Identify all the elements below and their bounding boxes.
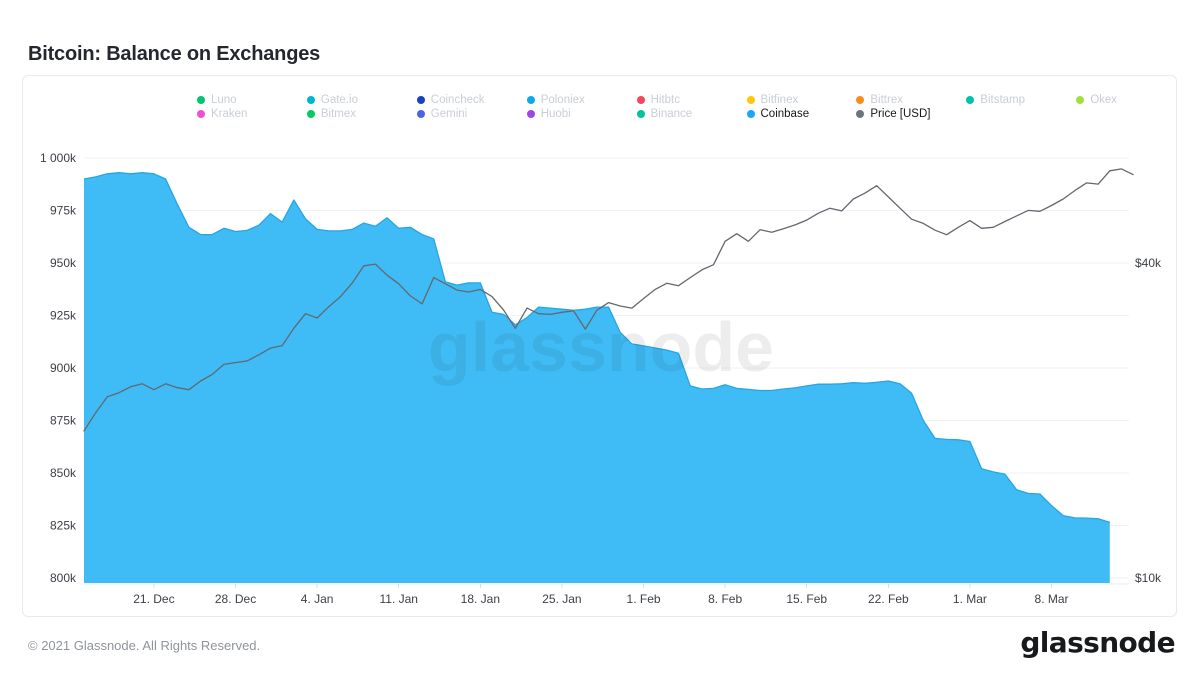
x-axis-label: 22. Feb: [868, 592, 909, 606]
legend-dot: [746, 96, 755, 104]
x-axis-label: 1. Mar: [953, 592, 987, 606]
legend-item-bitmex[interactable]: Bitmex: [306, 107, 357, 121]
y-axis-label-left: 800k: [50, 571, 77, 585]
legend-item-coinbase[interactable]: Coinbase: [746, 107, 810, 121]
legend-dot: [746, 110, 755, 118]
legend-item-coincheck[interactable]: Coincheck: [416, 93, 485, 107]
legend-label: Gemini: [430, 108, 468, 120]
legend-label: Luno: [211, 94, 237, 106]
y-axis-label-left: 925k: [50, 309, 77, 323]
y-axis-label-left: 825k: [50, 519, 77, 533]
legend-label: Okex: [1090, 94, 1118, 106]
legend-label: Coinbase: [760, 108, 810, 120]
chart-legend: Luno Gate.io Coincheck Poloniex Hitbtc Bitfin…: [23, 76, 1176, 124]
legend-item-bitfinex[interactable]: Bitfinex: [746, 93, 799, 107]
legend-item-price-usd[interactable]: Price [USD]: [856, 107, 930, 121]
legend-item-bittrex[interactable]: Bittrex: [856, 93, 903, 107]
coinbase-balance-area-edge: [83, 172, 1110, 524]
x-axis-label: 18. Jan: [461, 592, 500, 606]
x-axis-label: 21. Dec: [133, 592, 174, 606]
x-axis-label: 28. Dec: [215, 592, 256, 606]
y-axis-label-right: $40k: [1135, 256, 1162, 270]
legend-item-bitstamp[interactable]: Bitstamp: [966, 93, 1025, 107]
glassnode-logo: glassnode: [1020, 626, 1175, 659]
page-title: Bitcoin: Balance on Exchanges: [28, 43, 321, 66]
legend-label: Coincheck: [430, 94, 485, 106]
legend-dot: [856, 96, 865, 104]
legend-item-hitbtc[interactable]: Hitbtc: [636, 93, 680, 107]
legend-label: Bitmex: [320, 108, 357, 120]
legend-dot: [306, 110, 315, 118]
x-axis-label: 4. Jan: [301, 592, 334, 606]
legend-label: Bitfinex: [760, 94, 799, 106]
legend-dot: [636, 110, 645, 118]
x-axis-label: 25. Jan: [542, 592, 581, 606]
legend-label: Hitbtc: [650, 94, 680, 106]
legend-dot: [636, 96, 645, 104]
legend-label: Huobi: [540, 108, 571, 120]
y-axis-label-left: 900k: [50, 361, 77, 375]
legend-dot: [526, 96, 535, 104]
x-axis-label: 8. Mar: [1035, 592, 1069, 606]
x-axis-label: 15. Feb: [786, 592, 827, 606]
y-axis-label-left: 975k: [50, 204, 77, 218]
legend-label: Binance: [650, 108, 693, 120]
chart-card: Luno Gate.io Coincheck Poloniex Hitbtc Bitfin…: [22, 75, 1177, 617]
legend-label: Bitstamp: [980, 94, 1026, 106]
y-axis-label-left: 950k: [50, 256, 77, 270]
legend-label: Kraken: [211, 108, 248, 120]
legend-dot: [526, 110, 535, 118]
legend-item-poloniex[interactable]: Poloniex: [526, 93, 585, 107]
y-axis-label-right: $10k: [1135, 571, 1162, 585]
legend-label: Gate.io: [320, 94, 358, 106]
legend-item-binance[interactable]: Binance: [636, 107, 693, 121]
legend-item-gemini[interactable]: Gemini: [416, 107, 468, 121]
legend-dot: [416, 96, 425, 104]
legend-item-huobi[interactable]: Huobi: [526, 107, 571, 121]
x-axis-label: 11. Jan: [379, 592, 417, 606]
legend-dot: [416, 110, 425, 118]
footer-copyright: © 2021 Glassnode. All Rights Reserved.: [28, 638, 261, 653]
legend-label: Price [USD]: [870, 108, 931, 120]
price-usd-line[interactable]: [83, 168, 1134, 432]
legend-item-okex[interactable]: Okex: [1076, 93, 1117, 107]
legend-label: Poloniex: [540, 94, 585, 106]
y-axis-label-left: 850k: [50, 466, 77, 480]
x-axis-label: 8. Feb: [708, 592, 742, 606]
y-axis-label-left: 1 000k: [40, 151, 77, 165]
legend-dot: [966, 96, 975, 104]
y-axis-label-left: 875k: [50, 414, 77, 428]
legend-label: Bittrex: [870, 94, 903, 106]
legend-item-luno[interactable]: Luno: [197, 93, 237, 107]
legend-dot: [856, 110, 865, 118]
coinbase-balance-area[interactable]: [84, 172, 1110, 583]
legend-item-kraken[interactable]: Kraken: [197, 107, 247, 121]
chart-canvas[interactable]: glassnode 1 000k 975k 950k 925k 900k 875k 850k 8…: [23, 76, 1176, 616]
legend-dot: [197, 96, 205, 104]
legend-dot: [1076, 96, 1085, 104]
x-axis-label: 1. Feb: [627, 592, 661, 606]
legend-dot: [306, 96, 315, 104]
glassnode-watermark: glassnode: [428, 308, 774, 386]
legend-dot: [197, 110, 205, 118]
legend-item-gate-io[interactable]: Gate.io: [306, 93, 358, 107]
